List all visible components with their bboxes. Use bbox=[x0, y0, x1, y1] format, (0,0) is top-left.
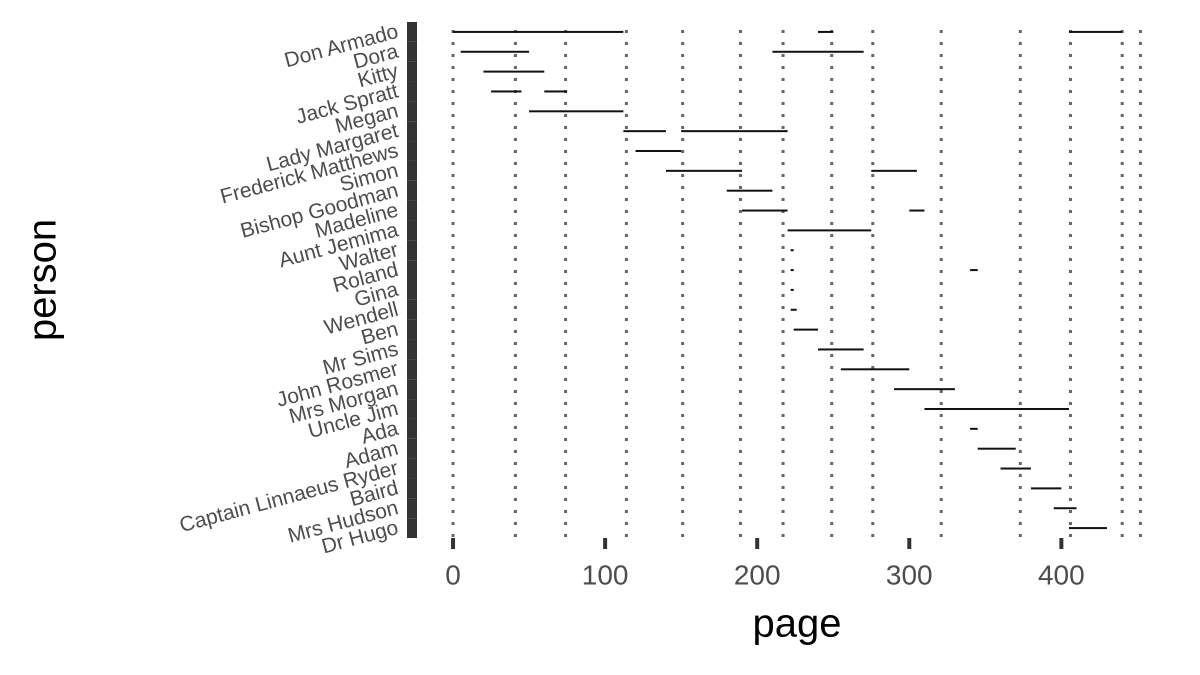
y-tick bbox=[407, 379, 417, 400]
y-tick bbox=[407, 180, 417, 201]
presence-span bbox=[793, 328, 819, 331]
presence-span bbox=[460, 50, 530, 53]
y-tick bbox=[407, 280, 417, 300]
y-tick bbox=[407, 299, 417, 320]
presence-span bbox=[790, 308, 797, 311]
y-tick bbox=[407, 339, 417, 360]
y-tick bbox=[407, 478, 417, 499]
x-tick-label: 400 bbox=[1038, 559, 1085, 590]
presence-span bbox=[790, 269, 794, 272]
presence-span bbox=[840, 368, 910, 371]
presence-span bbox=[790, 249, 794, 252]
x-tick-label: 100 bbox=[582, 559, 629, 590]
y-tick bbox=[407, 240, 417, 261]
presence-span bbox=[1068, 30, 1123, 33]
presence-span bbox=[909, 209, 925, 212]
y-tick bbox=[407, 81, 417, 102]
y-tick bbox=[407, 498, 417, 519]
y-tick bbox=[407, 200, 417, 221]
y-tick bbox=[407, 359, 417, 380]
presence-span bbox=[894, 388, 955, 391]
x-tick-label: 300 bbox=[886, 559, 933, 590]
y-tick bbox=[407, 220, 417, 241]
y-tick bbox=[407, 458, 417, 479]
y-tick bbox=[407, 418, 417, 439]
y-tick bbox=[407, 101, 417, 122]
presence-span bbox=[681, 130, 788, 133]
presence-span bbox=[483, 70, 545, 73]
presence-span bbox=[871, 169, 917, 172]
y-tick bbox=[407, 399, 417, 419]
presence-span bbox=[665, 169, 742, 172]
presence-span bbox=[544, 90, 568, 93]
presence-span bbox=[491, 90, 522, 93]
x-tick-label: 0 bbox=[445, 559, 461, 590]
presence-span bbox=[726, 189, 773, 192]
presence-span bbox=[623, 130, 666, 133]
y-tick bbox=[407, 260, 417, 280]
presence-span bbox=[453, 30, 624, 33]
presence-span bbox=[1030, 487, 1062, 490]
presence-span bbox=[1000, 467, 1031, 470]
presence-span bbox=[787, 229, 872, 232]
y-tick bbox=[407, 319, 417, 340]
x-axis-title: page bbox=[753, 602, 842, 646]
presence-span bbox=[924, 408, 1069, 410]
presence-span bbox=[1068, 527, 1107, 530]
x-tick-label: 200 bbox=[734, 559, 781, 590]
y-tick bbox=[407, 141, 417, 161]
presence-span bbox=[1053, 507, 1077, 510]
y-axis-title: person bbox=[21, 219, 65, 341]
y-tick bbox=[407, 160, 417, 181]
y-tick bbox=[407, 61, 417, 82]
y-tick bbox=[407, 438, 417, 459]
presence-span bbox=[772, 50, 864, 53]
presence-span bbox=[970, 427, 978, 430]
y-tick bbox=[407, 121, 417, 142]
presence-span bbox=[818, 30, 834, 33]
presence-span bbox=[977, 447, 1016, 450]
presence-span bbox=[741, 209, 788, 212]
presence-span bbox=[529, 110, 624, 113]
y-tick bbox=[407, 22, 417, 42]
presence-span bbox=[635, 150, 682, 152]
y-tick bbox=[407, 41, 417, 62]
y-tick bbox=[407, 518, 417, 538]
presence-span bbox=[790, 288, 794, 291]
presence-span bbox=[970, 269, 978, 272]
presence-span bbox=[818, 348, 864, 351]
